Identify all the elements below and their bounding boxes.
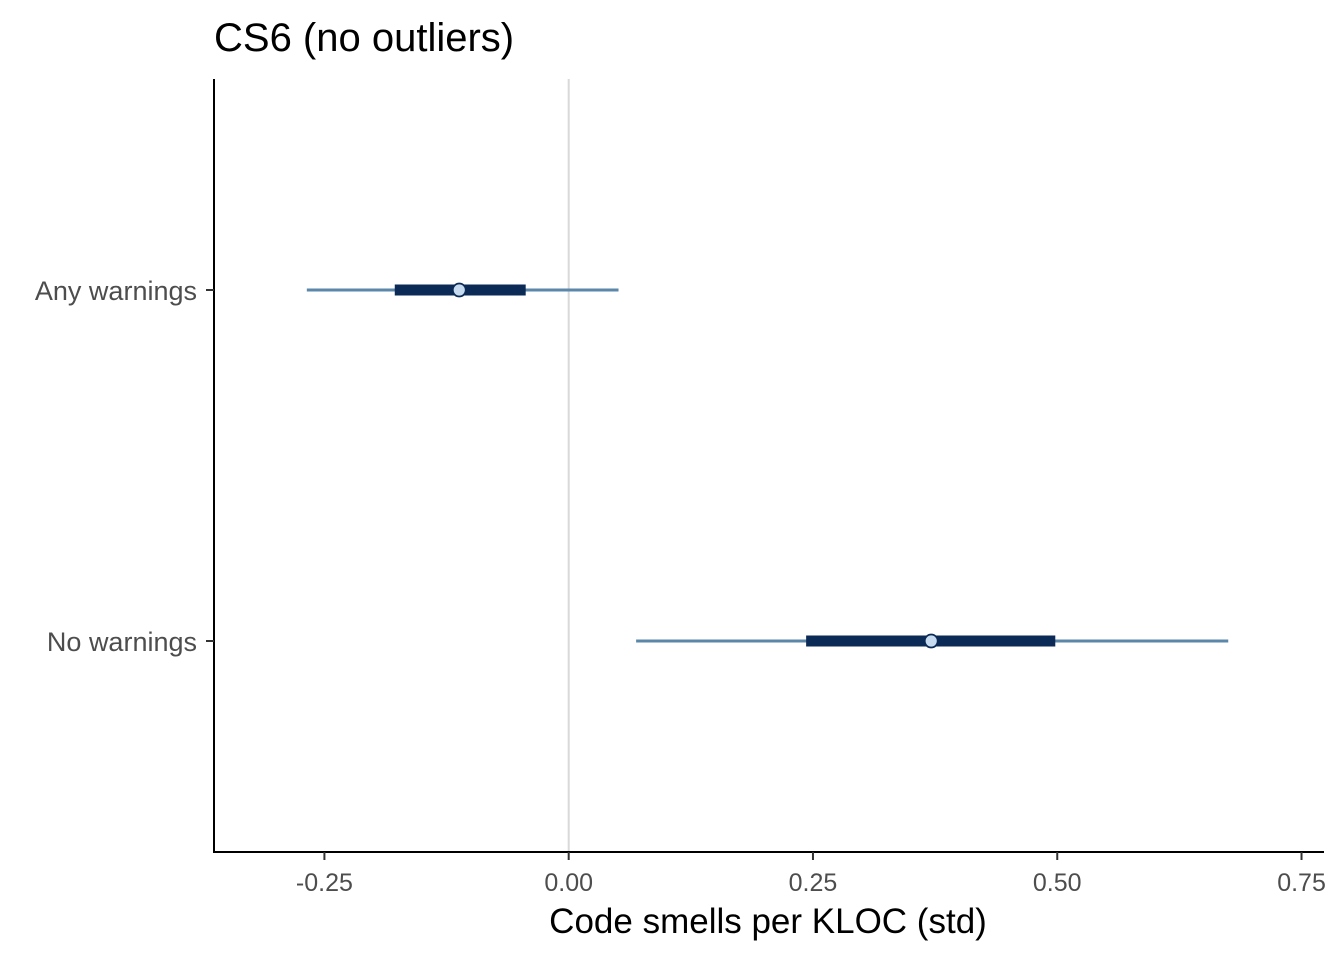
point-estimate — [923, 633, 939, 649]
x-axis-label: Code smells per KLOC (std) — [549, 902, 987, 941]
x-tick-label: 0.50 — [1033, 869, 1082, 897]
x-tick-label: 0.75 — [1277, 869, 1326, 897]
chart-title: CS6 (no outliers) — [214, 16, 514, 60]
point-estimate — [451, 282, 467, 298]
y-tick-label: Any warnings — [35, 276, 197, 306]
y-tick-label: No warnings — [47, 627, 197, 657]
x-tick-label: 0.00 — [544, 869, 593, 897]
x-tick-label: -0.25 — [296, 869, 353, 897]
x-tick-label: 0.25 — [789, 869, 838, 897]
plot-area: -0.25 0.00 0.25 0.50 0.75 Any warnings No warn… — [35, 79, 1326, 897]
